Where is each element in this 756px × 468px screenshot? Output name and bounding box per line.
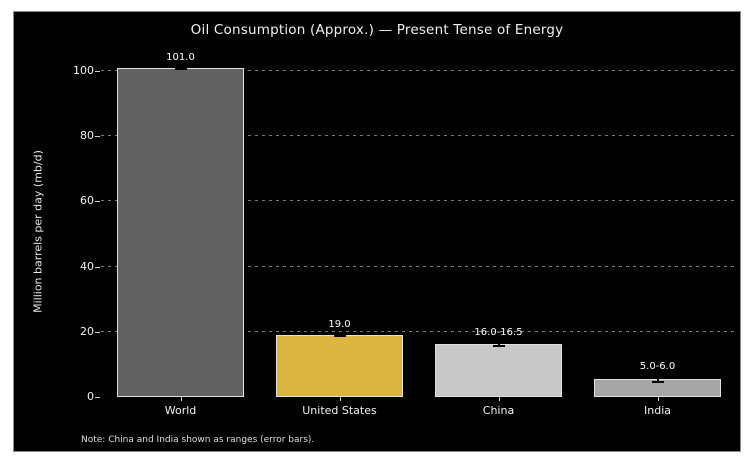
ytick-mark-60 [95, 201, 100, 203]
value-label-united-states: 19.0 [328, 319, 351, 331]
value-label-world: 101.0 [166, 51, 195, 63]
xtick-label-united-states: United States [302, 404, 377, 417]
ytick-label-100: 100 [73, 64, 94, 77]
error-line-india [656, 377, 659, 381]
ytick-label-40: 40 [80, 259, 94, 273]
error-bar-united-states [333, 333, 346, 338]
ytick-mark-20 [95, 331, 100, 333]
gridline-40 [101, 265, 737, 267]
xtick-mark-united-states [339, 397, 341, 401]
value-label-india: 5.0-6.0 [639, 361, 676, 373]
xtick-label-india: India [644, 404, 671, 417]
bar-united-states [275, 335, 404, 397]
bar-slot-united-states: 19.0 United States [260, 56, 419, 417]
value-label-china: 16.0-16.5 [474, 327, 523, 339]
error-bar-china [492, 341, 505, 347]
gridline-100 [101, 70, 737, 71]
xtick-label-world: World [164, 404, 197, 417]
bar-slot-china: 16.0-16.5 China [419, 56, 578, 417]
ytick-label-0: 0 [87, 390, 94, 403]
gridline-60 [101, 200, 737, 202]
ytick-label-20: 20 [80, 324, 94, 338]
error-bar-india [651, 375, 664, 383]
xtick-label-china: China [482, 404, 515, 417]
error-bar-world [174, 65, 187, 70]
chart-figure: Oil Consumption (Approx.) — Present Tens… [13, 11, 741, 452]
plot-area: 101.0 World 19.0 United States 16.0-16.5 Chin… [101, 52, 737, 417]
error-line-china [497, 343, 500, 345]
bars-container: 101.0 World 19.0 United States 16.0-16.5 Chin… [101, 52, 737, 417]
ytick-label-80: 80 [80, 129, 94, 143]
ytick-mark-80 [95, 136, 100, 138]
ytick-mark-0 [95, 397, 100, 398]
y-axis-label: Million barrels per day (mb/d) [31, 150, 45, 313]
gridline-80 [101, 135, 737, 137]
xtick-mark-china [498, 397, 500, 401]
ytick-label-60: 60 [80, 194, 94, 208]
chart-note: Note: China and India shown as ranges (e… [81, 435, 315, 445]
bar-world [116, 67, 245, 397]
bar-slot-india: 5.0-6.0 India [578, 56, 737, 417]
ytick-mark-100 [95, 71, 100, 72]
bar-slot-world: 101.0 World [101, 52, 260, 417]
xtick-mark-india [657, 397, 659, 401]
chart-title: Oil Consumption (Approx.) — Present Tens… [190, 22, 564, 38]
xtick-mark-world [180, 397, 182, 401]
bar-china [434, 344, 563, 397]
gridline-20 [101, 330, 737, 332]
ytick-mark-40 [95, 266, 100, 268]
